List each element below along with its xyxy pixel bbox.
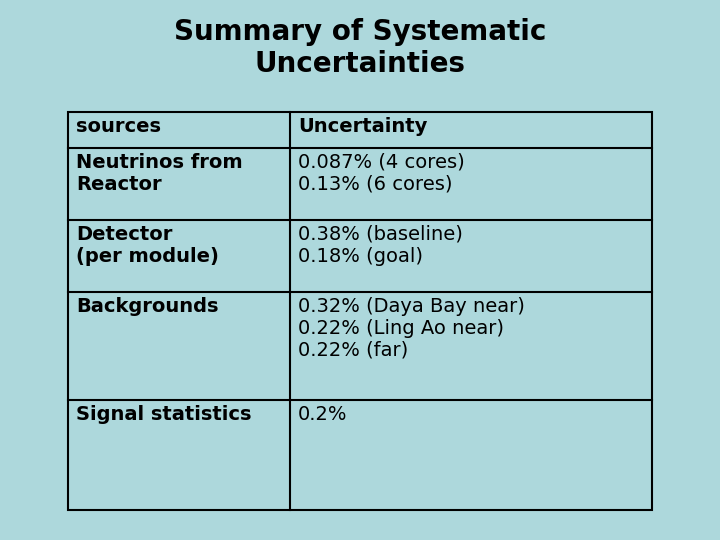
Text: 0.13% (6 cores): 0.13% (6 cores) [298, 175, 452, 194]
Text: Signal statistics: Signal statistics [76, 405, 251, 424]
Text: 0.22% (Ling Ao near): 0.22% (Ling Ao near) [298, 319, 504, 338]
Text: Summary of Systematic
Uncertainties: Summary of Systematic Uncertainties [174, 18, 546, 78]
Text: 0.22% (far): 0.22% (far) [298, 340, 408, 360]
Text: 0.2%: 0.2% [298, 405, 348, 424]
Text: 0.087% (4 cores): 0.087% (4 cores) [298, 153, 464, 172]
Text: sources: sources [76, 117, 161, 136]
Text: Neutrinos from: Neutrinos from [76, 153, 243, 172]
Text: 0.18% (goal): 0.18% (goal) [298, 247, 423, 266]
Text: Backgrounds: Backgrounds [76, 297, 218, 316]
Text: (per module): (per module) [76, 247, 219, 266]
Text: 0.38% (baseline): 0.38% (baseline) [298, 225, 463, 244]
Text: 0.32% (Daya Bay near): 0.32% (Daya Bay near) [298, 297, 525, 316]
Text: Detector: Detector [76, 225, 172, 244]
Bar [68, 112, 652, 510]
Text: Uncertainty: Uncertainty [298, 117, 428, 136]
Text: Reactor: Reactor [76, 175, 161, 194]
